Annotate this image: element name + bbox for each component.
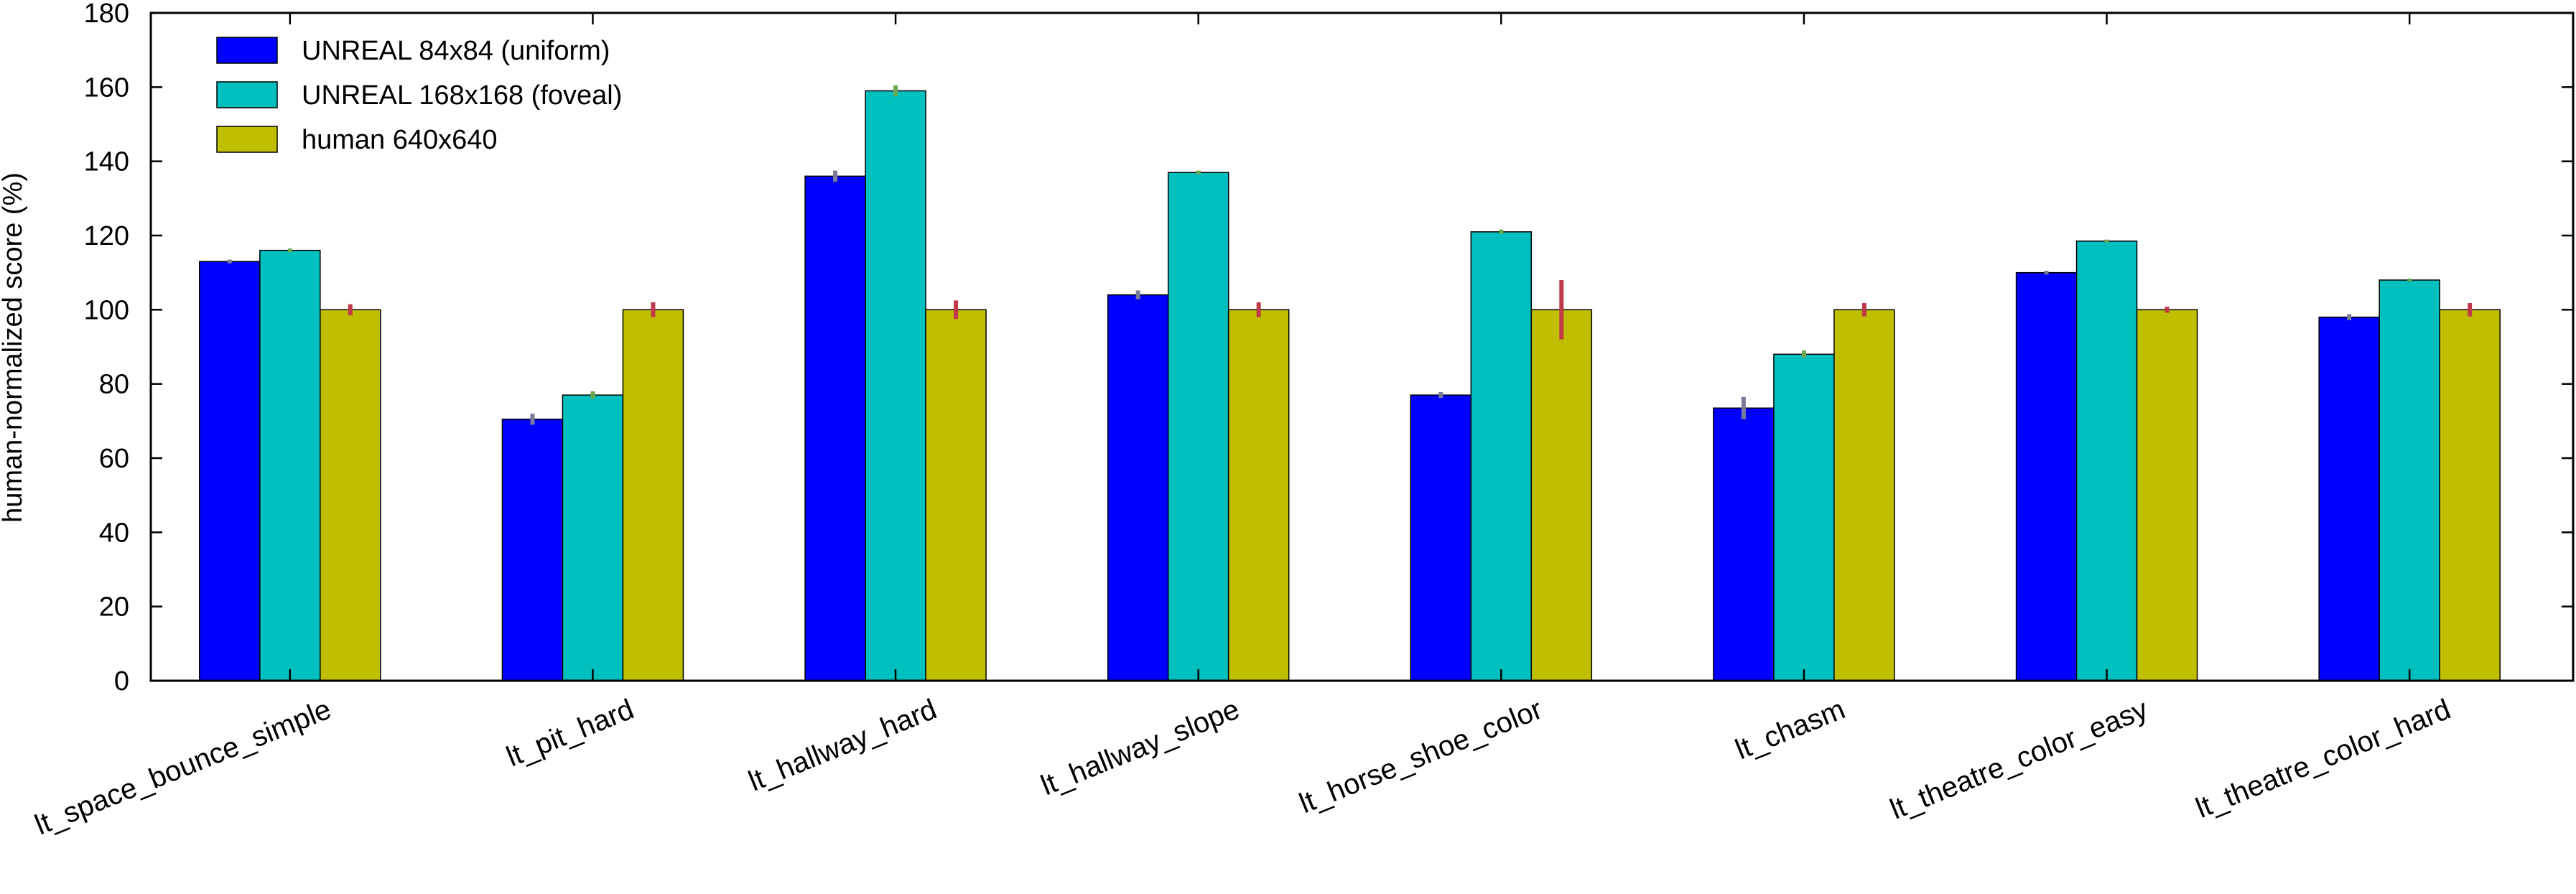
y-tick-label: 80 — [99, 370, 129, 400]
y-tick-label: 60 — [99, 444, 129, 474]
y-axis-label: human-normalized score (%) — [0, 172, 28, 523]
bar-lt_hallway_slope-0 — [1107, 294, 1169, 681]
legend-swatch — [216, 37, 278, 64]
y-tick-label: 40 — [99, 518, 129, 548]
bar-lt_theatre_color_easy-2 — [2136, 309, 2198, 681]
x-tick-label: lt_theatre_color_easy — [1886, 694, 2152, 826]
bar-lt_horse_shoe_color-0 — [1410, 394, 1472, 681]
x-tick-label: lt_theatre_color_hard — [2192, 694, 2455, 824]
bar-lt_space_bounce_simple-2 — [320, 309, 381, 681]
y-tick-label: 100 — [84, 295, 129, 325]
x-tick-label: lt_space_bounce_simple — [30, 694, 335, 842]
x-tick-label: lt_chasm — [1731, 694, 1849, 766]
bar-lt_hallway_hard-2 — [925, 309, 987, 681]
bar-lt_theatre_color_hard-0 — [2318, 316, 2380, 681]
bar-lt_theatre_color_easy-0 — [2015, 271, 2078, 681]
y-tick-label: 160 — [84, 73, 129, 103]
bars-layer — [199, 90, 2501, 681]
bar-lt_hallway_slope-2 — [1227, 309, 1290, 681]
bar-lt_theatre_color_easy-1 — [2075, 241, 2138, 681]
legend-label: UNREAL 168x168 (foveal) — [302, 80, 622, 111]
bar-lt_chasm-0 — [1713, 407, 1775, 681]
y-tick-label: 180 — [84, 0, 129, 29]
plot-frame — [149, 11, 2575, 682]
bar-lt_horse_shoe_color-2 — [1530, 309, 1593, 681]
error-bars-layer — [227, 85, 2473, 425]
legend-swatch — [216, 81, 278, 108]
bar-lt_theatre_color_hard-1 — [2379, 279, 2440, 681]
y-tick-label: 20 — [99, 592, 129, 623]
y-tick-label: 140 — [84, 147, 129, 177]
y-tick-label: 0 — [114, 666, 129, 697]
bar-lt_pit_hard-2 — [622, 309, 684, 681]
bar-lt_theatre_color_hard-2 — [2439, 309, 2501, 681]
legend-label: human 640x640 — [302, 125, 498, 155]
bar-lt_pit_hard-0 — [501, 419, 564, 681]
bar-lt_pit_hard-1 — [562, 394, 624, 681]
legend: UNREAL 84x84 (uniform) UNREAL 168x168 (fo… — [216, 36, 622, 155]
bar-lt_space_bounce_simple-1 — [259, 249, 321, 681]
bar-lt_hallway_slope-1 — [1167, 172, 1229, 681]
bar-lt_chasm-1 — [1773, 353, 1835, 681]
legend-swatch — [216, 126, 278, 153]
x-tick-label: lt_horse_shoe_color — [1295, 694, 1546, 820]
x-tick-label: lt_hallway_hard — [744, 694, 941, 798]
y-tick-label: 120 — [84, 221, 129, 251]
legend-label: UNREAL 84x84 (uniform) — [302, 36, 610, 66]
x-tick-label: lt_pit_hard — [502, 694, 638, 773]
bar-lt_horse_shoe_color-1 — [1470, 231, 1533, 681]
bar-lt_chasm-2 — [1833, 309, 1895, 681]
bar-lt_hallway_hard-0 — [804, 175, 866, 681]
x-tick-label: lt_hallway_slope — [1036, 694, 1244, 802]
bar-lt_space_bounce_simple-0 — [199, 261, 261, 681]
bar-lt_hallway_hard-1 — [865, 90, 926, 681]
